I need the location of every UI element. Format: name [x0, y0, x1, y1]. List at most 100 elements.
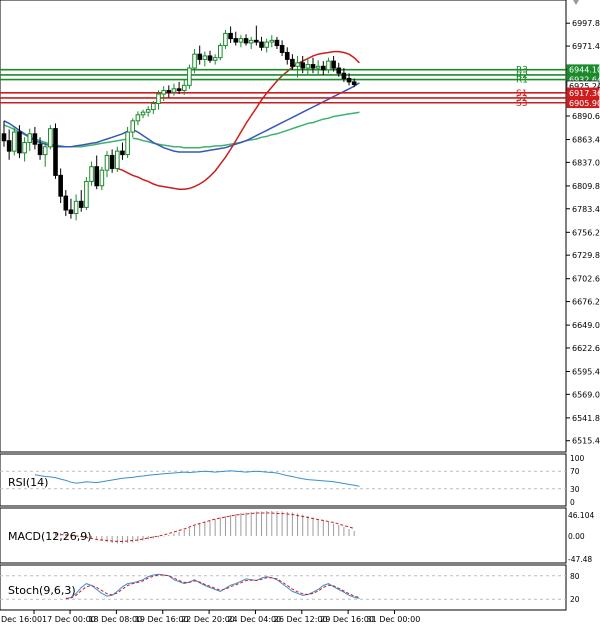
y-tick-label: 6649.00 [572, 321, 600, 330]
candle-body [321, 65, 326, 71]
candle-body [109, 154, 115, 169]
macd-label: MACD(12,26,9) [8, 530, 92, 543]
y-tick-label: 6863.40 [572, 136, 600, 145]
candle-body [243, 38, 249, 44]
candle-body [115, 150, 120, 169]
x-tick-label: 19 Dec 16:00 [135, 615, 189, 624]
y-tick-label: 6569.00 [572, 390, 600, 399]
x-tick-label: 17 Dec 00:00 [42, 615, 96, 624]
y-tick-label: 6676.20 [572, 298, 600, 307]
stoch-signal-line [65, 574, 360, 599]
y-tick-label: 6702.60 [572, 275, 600, 284]
candle-body [84, 180, 89, 208]
x-tick-label: 29 Dec 16:00 [320, 615, 374, 624]
ma-blue-early-line [3, 120, 128, 148]
x-tick-label: 22 Dec 20:00 [181, 615, 235, 624]
y-tick-label: 6515.40 [572, 437, 600, 446]
level-label-r2: R2 [516, 71, 528, 81]
candle-body [202, 55, 208, 60]
y-tick-label: 6997.80 [572, 19, 600, 28]
price-box-label: 6925.24 [569, 82, 600, 91]
chart-shift-marker[interactable] [573, 0, 579, 5]
rsi-tick-label: 100 [570, 454, 585, 463]
candle-body [135, 114, 141, 122]
candle-body [233, 38, 239, 43]
candle-body [6, 140, 12, 152]
candle-body [223, 32, 228, 47]
candle-body [248, 39, 254, 44]
macd-panel [0, 507, 567, 564]
candle-body [58, 174, 63, 197]
x-tick-label: Dec 16:00 [1, 615, 42, 624]
y-tick-label: 6541.80 [572, 414, 600, 423]
candle-body [259, 41, 264, 48]
macd-tick-label: 46.104 [568, 511, 594, 520]
rsi-line [34, 470, 360, 487]
stoch-tick-label: 20 [570, 595, 580, 604]
candle-body [187, 67, 192, 86]
candle-body [27, 133, 33, 143]
candle-body [346, 77, 352, 83]
candle-body [300, 62, 305, 69]
candle-body [218, 45, 223, 59]
candle-body [279, 45, 285, 53]
macd-tick-label: 0.00 [568, 532, 585, 541]
candle-body [254, 39, 259, 43]
candle-body [37, 143, 43, 156]
x-tick-label: 26 Dec 12:00 [274, 615, 328, 624]
candle-body [207, 55, 213, 61]
candle-body [326, 60, 331, 71]
candle-body [120, 150, 125, 156]
candle-body [197, 53, 202, 60]
candle-body [238, 38, 244, 43]
candle-body [264, 41, 269, 48]
level-label-r3: R3 [516, 66, 528, 76]
y-tick-label: 6756.20 [572, 228, 600, 237]
rsi-tick-label: 0 [570, 498, 575, 507]
y-tick-label: 6595.40 [572, 367, 600, 376]
candle-body [284, 51, 290, 60]
y-tick-label: 6890.60 [572, 112, 600, 121]
candle-body [290, 58, 295, 67]
candle-body [22, 141, 27, 154]
candle-body [99, 169, 105, 187]
candle-body [274, 39, 280, 47]
candle-body [89, 166, 94, 182]
rsi-label: RSI(14) [8, 476, 48, 489]
candle-body [63, 195, 69, 211]
price-box-label: 6932.64 [569, 76, 600, 85]
candle-body [156, 93, 161, 105]
x-tick-label: 24 Dec 04:00 [227, 615, 281, 624]
candle-body [130, 120, 136, 133]
ma-red-line [117, 50, 360, 190]
candle-body [336, 67, 342, 74]
price-box-label: 6944.10 [569, 66, 600, 75]
candle-body [151, 103, 156, 111]
candle-body [228, 32, 233, 40]
candle-body [212, 57, 218, 61]
y-tick-label: 6809.80 [572, 182, 600, 191]
level-label-r1: R1 [516, 76, 528, 86]
candle-body [53, 128, 58, 176]
candle-body [140, 111, 146, 116]
candle-body [341, 72, 347, 79]
y-tick-label: 6971.40 [572, 42, 600, 51]
candle-body [166, 90, 172, 93]
candle-body [171, 88, 177, 93]
candle-body [315, 65, 321, 69]
y-tick-label: 6783.40 [572, 205, 600, 214]
candle-body [104, 154, 110, 171]
candle-body [1, 133, 7, 142]
candle-body [176, 88, 182, 92]
candle-body [181, 84, 187, 92]
candle-body [73, 200, 79, 214]
level-label-s1: S1 [516, 89, 527, 99]
stoch-label: Stoch(9,6,3) [8, 584, 76, 597]
candle-body [94, 166, 100, 187]
rsi-panel [0, 453, 567, 507]
rsi-tick-label: 30 [570, 485, 580, 494]
candle-body [305, 64, 311, 69]
main-price-panel [0, 0, 567, 453]
